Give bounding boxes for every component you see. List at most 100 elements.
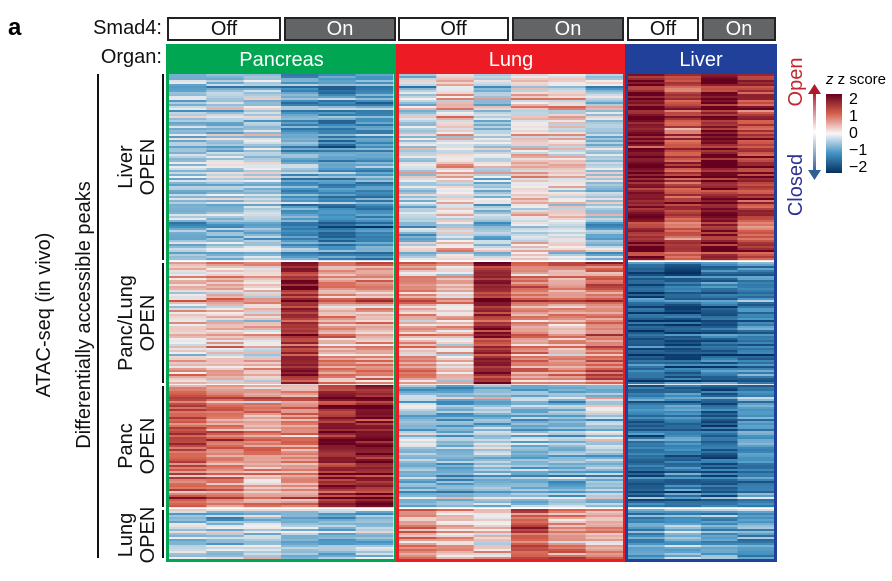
- heatmap-cell: [355, 419, 394, 422]
- heatmap-cell: [399, 268, 437, 271]
- heatmap-cell: [585, 409, 624, 412]
- block-bracket: [162, 74, 164, 260]
- heatmap-cell: [169, 236, 207, 239]
- heatmap-cell: [318, 336, 357, 339]
- heatmap-cell: [548, 387, 587, 390]
- heatmap-cell: [585, 308, 624, 311]
- heatmap-cell: [355, 86, 394, 89]
- heatmap-cell: [281, 509, 319, 512]
- heatmap-cell: [399, 389, 437, 392]
- heatmap-cell: [737, 188, 775, 191]
- heatmap-cell: [243, 376, 282, 379]
- heatmap-cell: [548, 232, 587, 235]
- heatmap-cell: [701, 86, 738, 89]
- heatmap-cell: [206, 441, 245, 444]
- heatmap-cell: [701, 110, 738, 113]
- heatmap-cell: [243, 527, 282, 530]
- heatmap-cell: [243, 300, 282, 303]
- heatmap-cell: [243, 148, 282, 151]
- heatmap-cell: [628, 232, 665, 235]
- heatmap-cell: [355, 96, 394, 99]
- heatmap-cell: [511, 473, 549, 476]
- heatmap-cell: [281, 306, 319, 309]
- heatmap-cell: [243, 220, 282, 223]
- colorbar-tick: −1: [849, 142, 868, 159]
- heatmap-cell: [664, 535, 702, 538]
- heatmap-cell: [206, 499, 245, 502]
- heatmap-cell: [436, 489, 475, 492]
- heatmap-cell: [664, 453, 702, 456]
- colorbar-tick: 2: [849, 91, 858, 108]
- heatmap-cell: [436, 320, 475, 323]
- heatmap-cell: [436, 348, 475, 351]
- heatmap-cell: [281, 547, 319, 550]
- heatmap-cell: [243, 475, 282, 478]
- heatmap-cell: [399, 118, 437, 121]
- heatmap-cell: [473, 172, 512, 175]
- heatmap-cell: [585, 238, 624, 241]
- heatmap-cell: [737, 455, 775, 458]
- heatmap-cell: [243, 415, 282, 418]
- heatmap-cell: [318, 465, 357, 468]
- heatmap-cell: [243, 399, 282, 402]
- heatmap-cell: [473, 342, 512, 345]
- heatmap-cell: [318, 174, 357, 177]
- heatmap-cell: [548, 461, 587, 464]
- heatmap-cell: [169, 378, 207, 381]
- heatmap-cell: [585, 350, 624, 353]
- heatmap-cell: [585, 104, 624, 107]
- heatmap-cell: [585, 246, 624, 249]
- heatmap-cell: [281, 272, 319, 275]
- heatmap-cell: [243, 545, 282, 548]
- heatmap-cell: [628, 130, 665, 133]
- heatmap-cell: [318, 443, 357, 446]
- heatmap-cell: [243, 322, 282, 325]
- heatmap-cell: [243, 473, 282, 476]
- heatmap-cell: [585, 112, 624, 115]
- heatmap-cell: [206, 108, 245, 111]
- heatmap-cell: [436, 505, 475, 508]
- heatmap-cell: [318, 433, 357, 436]
- heatmap-cell: [318, 348, 357, 351]
- heatmap-cell: [243, 254, 282, 257]
- heatmap-cell: [585, 372, 624, 375]
- heatmap-cell: [355, 326, 394, 329]
- heatmap-cell: [701, 455, 738, 458]
- heatmap-cell: [318, 457, 357, 460]
- heatmap-cell: [628, 531, 665, 534]
- heatmap-cell: [585, 344, 624, 347]
- heatmap-cell: [399, 258, 437, 261]
- heatmap-cell: [243, 164, 282, 167]
- heatmap-cell: [169, 521, 207, 524]
- heatmap-cell: [436, 92, 475, 95]
- heatmap-cell: [585, 84, 624, 87]
- heatmap-cell: [664, 208, 702, 211]
- heatmap-cell: [628, 208, 665, 211]
- heatmap-cell: [318, 218, 357, 221]
- heatmap-cell: [548, 376, 587, 379]
- heatmap-cell: [436, 288, 475, 291]
- heatmap-cell: [206, 88, 245, 91]
- heatmap-cell: [206, 360, 245, 363]
- heatmap-cell: [585, 485, 624, 488]
- heatmap-cell: [701, 182, 738, 185]
- heatmap-cell: [664, 302, 702, 305]
- heatmap-cell: [548, 529, 587, 532]
- heatmap-cell: [243, 292, 282, 295]
- heatmap-cell: [355, 497, 394, 500]
- heatmap-cell: [206, 485, 245, 488]
- heatmap-cell: [355, 362, 394, 365]
- heatmap-cell: [628, 180, 665, 183]
- heatmap-cell: [701, 433, 738, 436]
- heatmap-cell: [585, 210, 624, 213]
- heatmap-cell: [548, 451, 587, 454]
- heatmap-cell: [206, 521, 245, 524]
- heatmap-cell: [355, 316, 394, 319]
- heatmap-cell: [548, 122, 587, 125]
- heatmap-cell: [737, 168, 775, 171]
- heatmap-cell: [281, 184, 319, 187]
- heatmap-cell: [399, 328, 437, 331]
- heatmap-cell: [355, 469, 394, 472]
- heatmap-cell: [206, 539, 245, 542]
- heatmap-cell: [169, 511, 207, 514]
